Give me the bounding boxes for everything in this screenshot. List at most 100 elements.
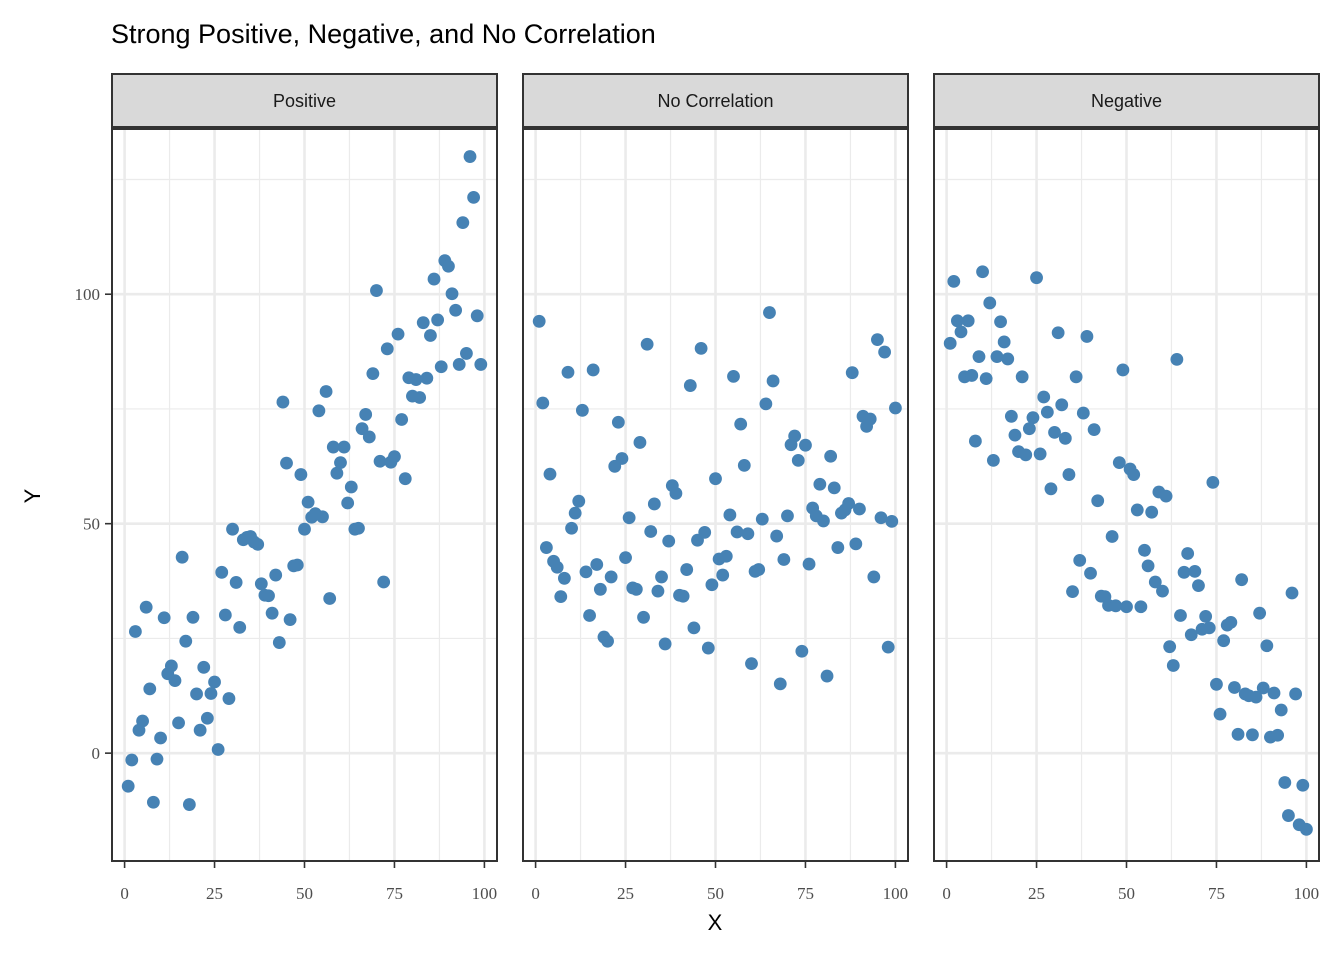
- data-point: [662, 534, 676, 548]
- data-point: [474, 358, 488, 371]
- data-point: [420, 371, 434, 385]
- data-point: [687, 621, 701, 635]
- data-point: [254, 577, 268, 591]
- data-point: [1188, 565, 1202, 578]
- data-point: [849, 537, 863, 551]
- data-point: [874, 511, 888, 525]
- data-point: [265, 606, 279, 620]
- data-point: [885, 514, 899, 528]
- data-point: [719, 549, 733, 563]
- data-point: [413, 391, 427, 404]
- data-point: [824, 449, 838, 463]
- data-point: [730, 525, 744, 539]
- data-point: [972, 350, 986, 364]
- data-point: [947, 274, 961, 288]
- data-point: [701, 641, 715, 655]
- data-point: [352, 521, 365, 535]
- data-point: [669, 486, 683, 500]
- data-point: [629, 582, 643, 596]
- data-point: [1145, 505, 1159, 519]
- data-point: [1260, 639, 1274, 653]
- data-point: [1048, 425, 1061, 439]
- data-point: [1296, 778, 1310, 792]
- data-point: [1033, 447, 1047, 461]
- data-point: [831, 541, 845, 554]
- facet-panel-positive: Positive: [111, 73, 498, 862]
- data-point: [1267, 686, 1281, 700]
- data-point: [380, 342, 394, 356]
- data-point: [182, 798, 196, 811]
- data-point: [583, 609, 596, 622]
- data-point: [766, 374, 780, 388]
- data-point: [341, 496, 355, 510]
- data-point: [788, 429, 802, 443]
- data-point: [1105, 530, 1119, 543]
- data-point: [215, 565, 229, 579]
- data-point: [1055, 398, 1069, 412]
- data-point: [795, 644, 809, 658]
- data-point: [1213, 707, 1227, 721]
- chart-title: Strong Positive, Negative, and No Correl…: [111, 19, 656, 49]
- data-point: [391, 327, 405, 341]
- data-point: [193, 723, 207, 737]
- data-point: [637, 610, 650, 624]
- data-point: [434, 360, 448, 374]
- data-point: [1141, 559, 1155, 573]
- data-point: [1181, 547, 1195, 560]
- data-point: [647, 497, 661, 511]
- data-point: [655, 570, 668, 584]
- data-point: [943, 336, 957, 350]
- data-point: [1130, 503, 1144, 517]
- data-point: [965, 369, 979, 382]
- data-point: [741, 527, 755, 541]
- data-point: [1004, 409, 1018, 423]
- x-axis-title: X: [708, 910, 723, 935]
- data-point: [997, 335, 1011, 349]
- data-point: [337, 440, 351, 454]
- data-point: [1001, 352, 1015, 366]
- data-point: [853, 502, 866, 516]
- data-point: [1040, 405, 1054, 419]
- data-point: [680, 563, 694, 576]
- data-point: [676, 589, 690, 603]
- x-tick-label: 75: [797, 884, 814, 903]
- x-tick-label: 25: [1028, 884, 1045, 903]
- data-point: [355, 422, 369, 436]
- data-point: [568, 506, 582, 520]
- data-point: [561, 365, 575, 379]
- data-point: [362, 430, 376, 444]
- data-point: [586, 363, 600, 377]
- x-tick-label: 0: [120, 884, 129, 903]
- data-point: [863, 412, 877, 426]
- data-point: [172, 716, 185, 730]
- data-point: [557, 571, 571, 585]
- x-tick-label: 75: [1208, 884, 1225, 903]
- data-point: [366, 367, 380, 381]
- data-point: [1015, 370, 1029, 384]
- data-point: [1138, 543, 1151, 557]
- x-tick-label: 0: [942, 884, 951, 903]
- data-point: [601, 634, 614, 648]
- axes: 0 25 50 75 100 0 25 50 75 100 0 25 50 75 100 0 50 100: [75, 285, 1320, 903]
- data-point: [164, 659, 178, 673]
- y-tick-label: 50: [83, 515, 100, 534]
- data-point: [395, 413, 409, 426]
- data-point: [604, 570, 618, 584]
- data-point: [658, 637, 672, 651]
- data-point: [1076, 406, 1090, 420]
- data-point: [1116, 363, 1130, 377]
- data-point: [1087, 423, 1101, 436]
- data-point: [536, 396, 550, 410]
- data-point: [1073, 554, 1087, 567]
- data-point: [280, 456, 293, 470]
- data-point: [409, 373, 423, 386]
- data-point: [449, 303, 463, 317]
- data-point: [752, 563, 766, 576]
- data-point: [770, 529, 784, 543]
- data-point: [737, 459, 751, 472]
- data-point: [1177, 565, 1191, 579]
- data-point: [204, 687, 218, 700]
- data-point: [1084, 566, 1097, 580]
- data-point: [611, 415, 625, 429]
- facet-strip-label: No Correlation: [657, 91, 773, 111]
